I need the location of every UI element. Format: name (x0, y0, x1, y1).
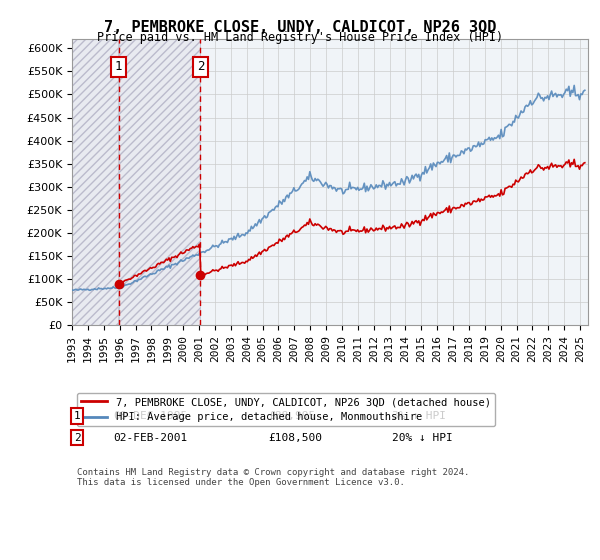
Text: 08-DEC-1995: 08-DEC-1995 (113, 411, 188, 421)
Text: 2: 2 (197, 60, 204, 73)
Bar (119, 39, 200, 325)
Text: £88,995: £88,995 (268, 411, 316, 421)
Text: Price paid vs. HM Land Registry's House Price Index (HPI): Price paid vs. HM Land Registry's House … (97, 31, 503, 44)
Text: 7, PEMBROKE CLOSE, UNDY, CALDICOT, NP26 3QD: 7, PEMBROKE CLOSE, UNDY, CALDICOT, NP26 … (104, 20, 496, 35)
Text: 2: 2 (74, 433, 80, 442)
Text: Contains HM Land Registry data © Crown copyright and database right 2024.
This d: Contains HM Land Registry data © Crown c… (77, 468, 470, 487)
Legend: 7, PEMBROKE CLOSE, UNDY, CALDICOT, NP26 3QD (detached house), HPI: Average price: 7, PEMBROKE CLOSE, UNDY, CALDICOT, NP26 … (77, 393, 495, 426)
Text: £108,500: £108,500 (268, 433, 322, 442)
Text: 20% ↓ HPI: 20% ↓ HPI (392, 433, 452, 442)
Bar (72, 39, 118, 325)
Text: 02-FEB-2001: 02-FEB-2001 (113, 433, 188, 442)
Text: 3% ↑ HPI: 3% ↑ HPI (392, 411, 446, 421)
Text: 1: 1 (115, 60, 122, 73)
Text: 1: 1 (74, 411, 80, 421)
